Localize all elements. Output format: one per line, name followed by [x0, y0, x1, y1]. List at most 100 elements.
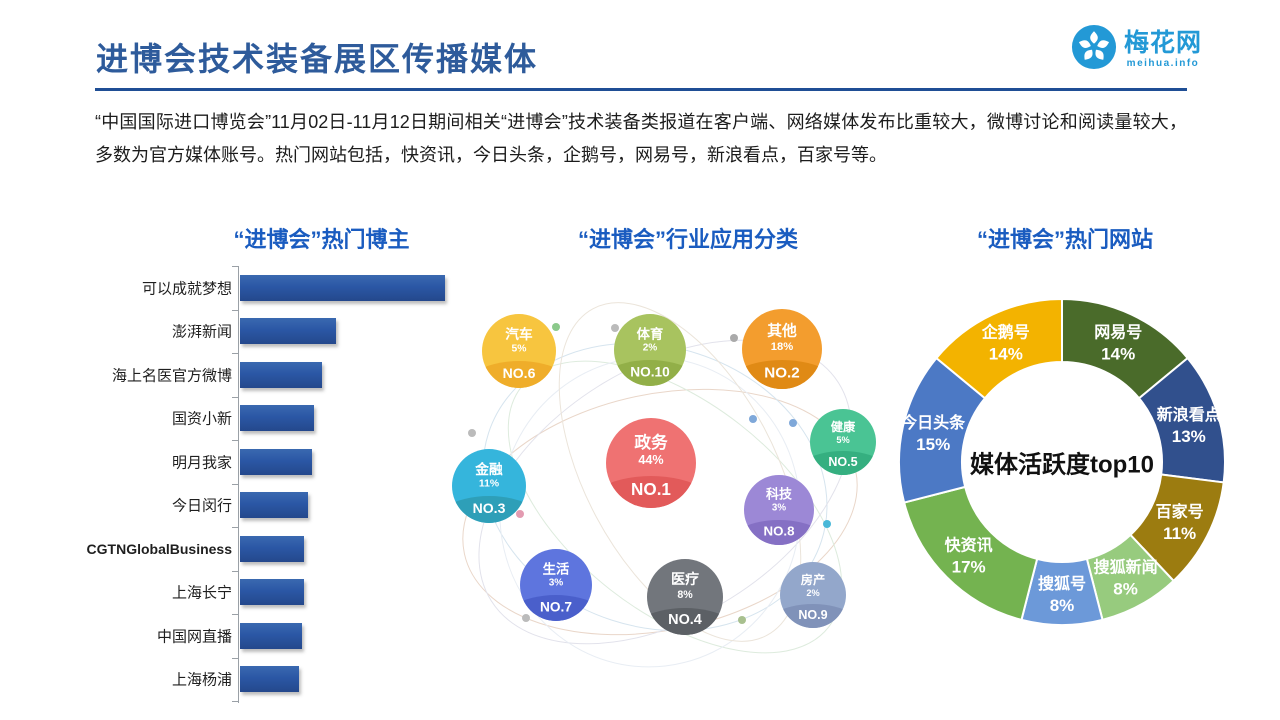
bar-chart-panel: “进博会”热门博主 可以成就梦想 澎湃新闻 海上名医官方微博 国资小新 明月我家 今日闵行…: [87, 222, 460, 714]
bar: [240, 318, 337, 344]
bar: [240, 448, 312, 475]
bar: [240, 666, 300, 692]
bubble: 体育 2% NO.10: [614, 314, 686, 386]
bubble-rank: NO.9: [798, 607, 828, 622]
plum-blossom-icon: [1071, 24, 1117, 75]
bar-label: 国资小新: [171, 410, 232, 428]
bubble-cap: [606, 475, 696, 508]
bar: [240, 535, 304, 562]
bubble-percent: 18%: [770, 340, 794, 353]
bubble-percent: 5%: [836, 435, 850, 446]
bubble-name: 体育: [636, 326, 664, 342]
bar-row: CGTNGlobalBusiness: [87, 527, 460, 570]
bubble-cap: [482, 361, 556, 388]
bar-label: 澎湃新闻: [171, 323, 232, 341]
bubble: 房产 2% NO.9: [780, 562, 846, 628]
bubble-rank: NO.7: [540, 599, 572, 615]
page-title: 进博会技术装备展区传播媒体: [96, 41, 539, 77]
axis-tick: [232, 483, 238, 485]
bar-label: 明月我家: [171, 454, 232, 471]
bubble-rank: NO.3: [472, 500, 506, 517]
donut-slice-label: 新浪看点 13%: [1157, 405, 1221, 446]
donut-slice-label: 企鹅号 14%: [981, 323, 1030, 364]
donut-slice-label: 百家号 11%: [1156, 502, 1204, 543]
axis-tick: [232, 353, 238, 354]
bubble-rank: NO.1: [631, 480, 671, 499]
donut-slice-label: 网易号 14%: [1094, 324, 1142, 364]
bubble-percent: 8%: [677, 588, 693, 601]
donut-slice-label: 搜狐号 8%: [1038, 574, 1086, 615]
bubble-rank: NO.10: [630, 364, 670, 380]
bubble-cap: [452, 496, 526, 523]
bubble-percent: 44%: [638, 453, 664, 468]
bubble-name: 健康: [830, 420, 856, 435]
bar-chart: 可以成就梦想 澎湃新闻 海上名医官方微博 国资小新 明月我家 今日闵行 CGTNGlobal…: [87, 266, 460, 703]
bar-row: 上海杨浦: [95, 658, 460, 701]
bubble-name: 政务: [634, 433, 668, 453]
logo-domain: meihua.info: [1126, 57, 1200, 69]
bar-row: 上海长宁: [95, 571, 460, 614]
bubble-name: 医疗: [670, 570, 700, 587]
bar: [240, 274, 445, 301]
donut-slice-label: 今日头条 15%: [900, 413, 966, 454]
intro-paragraph: “中国国际进口博览会”11月02日-11月12日期间相关“进博会”技术装备类报道…: [95, 112, 1187, 165]
donut-chart-panel: “进博会”热门网站 网易号 14% 新浪看点 13% 百家号 11% 搜狐新闻 8% 搜狐号 8%…: [890, 222, 1260, 714]
donut-chart: 网易号 14% 新浪看点 13% 百家号 11% 搜狐新闻 8%搜狐号 8% 快资讯 17% 今日头条…: [897, 297, 1226, 627]
bubble-cap: [810, 451, 876, 475]
bubble: 汽车 5% NO.6: [482, 314, 556, 388]
bar: [240, 492, 308, 518]
bar: [240, 622, 302, 649]
bar-row: 今日闵行: [95, 484, 460, 527]
logo-name: 梅花网: [1123, 28, 1202, 57]
bar-label: 上海杨浦: [171, 671, 232, 689]
bubble-percent: 2%: [806, 588, 820, 599]
bubble-percent: 3%: [771, 502, 787, 514]
donut-slice-label: 搜狐新闻 8%: [1094, 558, 1158, 599]
axis-tick: [232, 396, 238, 398]
bubble-name: 房产: [800, 573, 826, 588]
bubble-percent: 3%: [548, 577, 564, 589]
axis-tick: [232, 309, 238, 311]
bar-label: CGTNGlobalBusiness: [86, 540, 232, 557]
bar-label: 上海长宁: [171, 584, 232, 602]
bubble-cap: [520, 595, 592, 621]
donut-slice-label: 快资讯 17%: [945, 535, 993, 576]
bubble-cap: [742, 360, 822, 389]
bar-row: 国资小新: [95, 397, 460, 440]
bubble: 其他 18% NO.2: [742, 309, 822, 389]
bubble-name: 生活: [542, 561, 570, 577]
bar-row: 海上名医官方微博: [95, 353, 460, 396]
bar: [240, 405, 314, 431]
bubble-percent: 5%: [511, 343, 527, 355]
bubble: 生活 3% NO.7: [520, 549, 592, 621]
axis-tick: [232, 657, 238, 659]
bar-label: 中国网直播: [156, 628, 232, 645]
bubble: 医疗 8% NO.4: [647, 559, 723, 635]
bar-row: 中国网直播: [95, 614, 460, 657]
donut-center-label: 媒体活跃度top10: [969, 451, 1155, 479]
bubble: 健康 5% NO.5: [810, 409, 876, 475]
bubble-name: 金融: [475, 462, 503, 478]
bubble-chart-title: “进博会”行业应用分类: [577, 227, 798, 252]
bubble-rank: NO.5: [828, 454, 858, 469]
bar-chart-title: “进博会”热门博主: [233, 227, 410, 252]
bubble: 金融 11% NO.3: [452, 449, 526, 523]
bubble: 政务 44% NO.1: [606, 418, 696, 508]
axis-tick: [232, 570, 238, 572]
bubble-name: 汽车: [505, 327, 533, 343]
bar-chart-axis: [238, 266, 239, 703]
donut-chart-title: “进博会”热门网站: [976, 227, 1153, 252]
donut-slice: [935, 297, 1063, 400]
axis-tick: [232, 701, 238, 702]
bar: [240, 579, 304, 605]
title-underline: [95, 88, 1187, 91]
bubble-chart-panel: “进博会”行业应用分类 政务: [450, 222, 890, 714]
bubble-percent: 2%: [642, 342, 658, 354]
bubble-cap: [614, 360, 686, 386]
bubble-cap: [744, 519, 814, 545]
bar-row: 明月我家: [95, 440, 460, 483]
bubble-rank: NO.2: [764, 364, 800, 382]
bubble-rank: NO.4: [668, 611, 702, 628]
bubble-percent: 11%: [478, 478, 500, 490]
